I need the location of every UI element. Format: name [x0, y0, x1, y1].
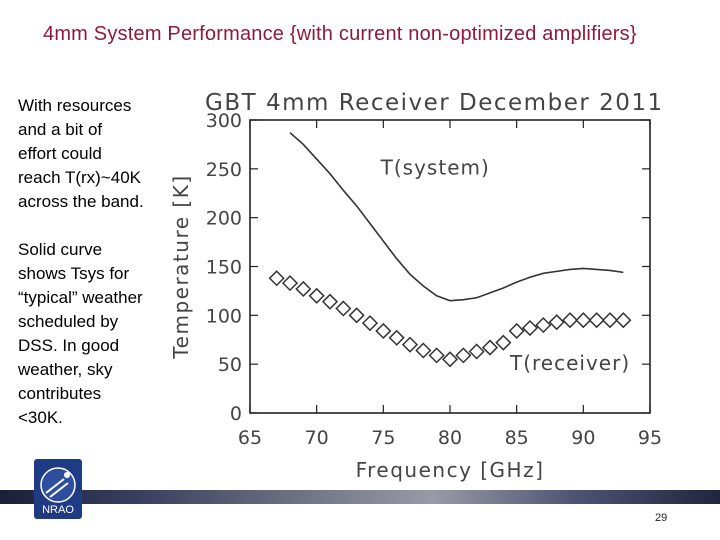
x-tick-label: 90	[571, 427, 595, 449]
y-tick-label: 250	[206, 159, 242, 181]
axis-tick-labels: 65 70 75 80 85 90 95 0 50 100 150 200 250 300	[206, 110, 662, 449]
receiver-point	[455, 347, 472, 364]
footer-starfield	[0, 490, 720, 504]
x-tick-label: 75	[371, 427, 395, 449]
chart-title: GBT 4mm Receiver December 2011	[205, 90, 664, 116]
page-number: 29	[655, 512, 668, 524]
x-tick-label: 85	[505, 427, 529, 449]
side-paragraph-1: With resources and a bit of effort could…	[18, 94, 183, 214]
series-annotation: T(system)	[380, 156, 490, 180]
nrao-logo: NRAO	[34, 459, 82, 519]
y-tick-label: 200	[206, 208, 242, 230]
receiver-point	[481, 339, 499, 356]
receiver-point	[375, 322, 392, 340]
side-paragraph-1-line: With resources	[18, 96, 132, 115]
series-line-t-system	[289, 132, 624, 302]
side-paragraph-2-line: scheduled by	[18, 312, 119, 331]
receiver-point	[335, 300, 352, 317]
receiver-point	[295, 280, 312, 298]
side-paragraph-2: Solid curve shows Tsys for “typical” wea…	[18, 238, 183, 430]
series-annotation: T(receiver)	[509, 351, 630, 375]
side-paragraph-1-line: effort could	[18, 144, 102, 163]
receiver-point	[615, 312, 632, 329]
x-tick-label: 80	[438, 427, 462, 449]
receiver-point	[601, 312, 619, 329]
side-paragraph-1-line: and a bit of	[18, 120, 103, 139]
receiver-point	[575, 312, 592, 329]
side-paragraph-2-line: weather, sky	[18, 360, 113, 379]
chart-y-axis-label: Temperature [K]	[169, 174, 193, 359]
receiver-point	[521, 319, 539, 337]
side-paragraph-1-line: across the band.	[18, 192, 144, 211]
receiver-point	[401, 336, 419, 353]
x-tick-label: 70	[305, 427, 329, 449]
receiver-point	[281, 275, 299, 292]
annotation-layer: T(system) T(receiver)	[380, 156, 630, 375]
slide-title: 4mm System Performance {with current non…	[43, 23, 637, 45]
y-tick-label: 150	[206, 257, 242, 279]
side-paragraph-2-line: shows Tsys for	[18, 264, 130, 283]
axis-ticks	[249, 119, 651, 414]
x-tick-label: 65	[238, 427, 262, 449]
receiver-point	[561, 312, 579, 329]
receiver-point	[495, 334, 512, 351]
side-paragraph-2-line: Solid curve	[18, 240, 103, 259]
y-tick-label: 300	[206, 110, 242, 132]
receiver-point	[468, 343, 485, 360]
y-tick-label: 0	[230, 403, 242, 425]
receiver-point	[348, 307, 365, 324]
x-tick-label: 95	[638, 427, 662, 449]
temperature-chart: GBT 4mm Receiver December 2011 Frequency…	[169, 90, 664, 482]
chart-x-axis-label: Frequency [GHz]	[356, 458, 545, 482]
logo-text: NRAO	[42, 504, 74, 516]
side-paragraph-2-line: <30K.	[18, 408, 63, 427]
receiver-point	[321, 293, 339, 310]
receiver-point	[361, 315, 379, 332]
y-tick-label: 50	[218, 354, 242, 376]
receiver-point	[308, 287, 325, 304]
side-paragraph-1-line: reach T(rx)~40K	[18, 168, 141, 187]
side-paragraph-2-line: DSS. In good	[18, 336, 120, 355]
receiver-point	[548, 314, 565, 331]
receiver-point	[441, 351, 459, 368]
receiver-point	[428, 347, 445, 364]
receiver-point	[388, 329, 405, 346]
side-paragraph-2-line: “typical” weather	[18, 288, 143, 307]
receiver-point	[268, 270, 285, 287]
y-tick-label: 100	[206, 305, 242, 327]
side-paragraph-2-line: contributes	[18, 384, 102, 403]
receiver-point	[508, 322, 525, 340]
nrao-logo-graphic: NRAO	[40, 467, 76, 516]
receiver-point	[535, 317, 552, 334]
receiver-point	[588, 312, 605, 329]
receiver-point	[415, 342, 432, 359]
series-layer	[268, 132, 632, 368]
